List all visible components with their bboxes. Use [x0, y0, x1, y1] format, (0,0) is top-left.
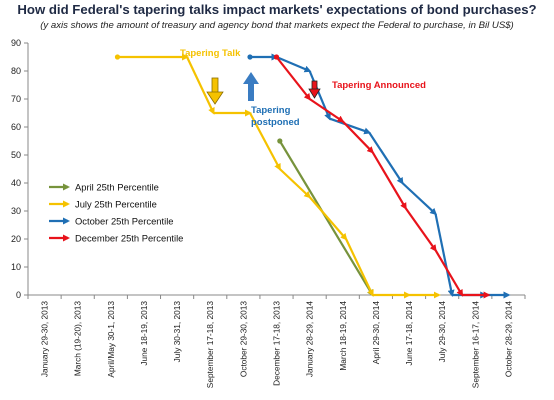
x-tick-label: July 29-30, 2014 [437, 301, 447, 363]
series-segment [186, 56, 215, 115]
legend-label: December 25th Percentile [75, 233, 183, 244]
axes: 0 10 20 30 40 50 60 70 80 90 January 29-30, 2013 Ma… [11, 38, 526, 389]
annotation-label: Tapering [251, 105, 291, 116]
y-tick-label: 90 [11, 38, 21, 48]
legend: April 25th Percentile July 25th Percentil… [49, 182, 183, 244]
legend-label: July 25th Percentile [75, 199, 157, 210]
series-segment [434, 213, 455, 297]
series-segment [434, 249, 464, 297]
x-tick-label: June 18-19, 2013 [139, 301, 149, 366]
series-segment [401, 182, 438, 216]
annotation-label: Tapering Announced [332, 80, 426, 91]
y-tick-label: 0 [16, 290, 21, 300]
series-3 [273, 54, 491, 299]
series-segment [275, 56, 311, 101]
x-tick-label: September 17-18, 2013 [205, 301, 215, 389]
y-tick-label: 30 [11, 206, 21, 216]
series-segment [368, 131, 404, 185]
series-start-point [277, 138, 283, 144]
y-tick-label: 40 [11, 178, 21, 188]
series-segment [279, 168, 312, 199]
series-group [114, 53, 511, 299]
y-tick-label: 70 [11, 94, 21, 104]
up-arrow-icon [243, 72, 259, 101]
series-segment [345, 238, 374, 297]
y-tick-label: 10 [11, 262, 21, 272]
x-tick-label: March 18-19, 2014 [338, 301, 348, 371]
series-segment [308, 196, 348, 241]
series-start-point [247, 54, 253, 60]
x-tick-label: April 29-30, 2014 [371, 301, 381, 365]
y-tick-label: 60 [11, 122, 21, 132]
series-start-point [273, 54, 280, 60]
series-start-point [114, 54, 121, 60]
down-arrow-icon [206, 77, 224, 105]
x-tick-label: July 30-31, 2013 [172, 301, 182, 363]
x-tick-label: October 29-30, 2013 [238, 301, 248, 377]
series-segment [309, 98, 345, 123]
chart-title: How did Federal's tapering talks impact … [17, 2, 537, 17]
x-tick-label: December 17-18, 2013 [272, 301, 282, 386]
x-tick-label: January 28-29, 2014 [305, 301, 315, 377]
series-segment [329, 117, 372, 135]
x-tick-label: March (19-20), 2013 [73, 301, 83, 377]
annotation-label: Tapering Talk [180, 48, 241, 59]
series-segment [371, 151, 407, 210]
down-arrow-icon [308, 80, 321, 99]
chart-subtitle: (y axis shows the amount of treasury and… [40, 20, 514, 31]
series-segment [276, 55, 312, 73]
x-tick-label: January 29-30, 2013 [40, 301, 50, 377]
x-tick-label: October 28-29, 2014 [503, 301, 513, 377]
legend-label: April 25th Percentile [75, 182, 159, 193]
legend-label: October 25th Percentile [75, 216, 174, 227]
x-tick-label: September 16-17, 2014 [470, 301, 480, 389]
x-tick-label: April/May 30-1, 2013 [106, 301, 116, 378]
series-1 [114, 53, 441, 299]
y-tick-label: 80 [11, 66, 21, 76]
series-segment [249, 112, 281, 171]
series-segment [404, 207, 437, 252]
series-segment [278, 140, 374, 297]
series-segment [341, 120, 374, 154]
x-tick-label: June 17-18, 2014 [404, 301, 414, 366]
annotation-label: postponed [251, 117, 300, 128]
series-0 [277, 138, 374, 297]
y-tick-label: 20 [11, 234, 21, 244]
y-tick-label: 50 [11, 150, 21, 160]
